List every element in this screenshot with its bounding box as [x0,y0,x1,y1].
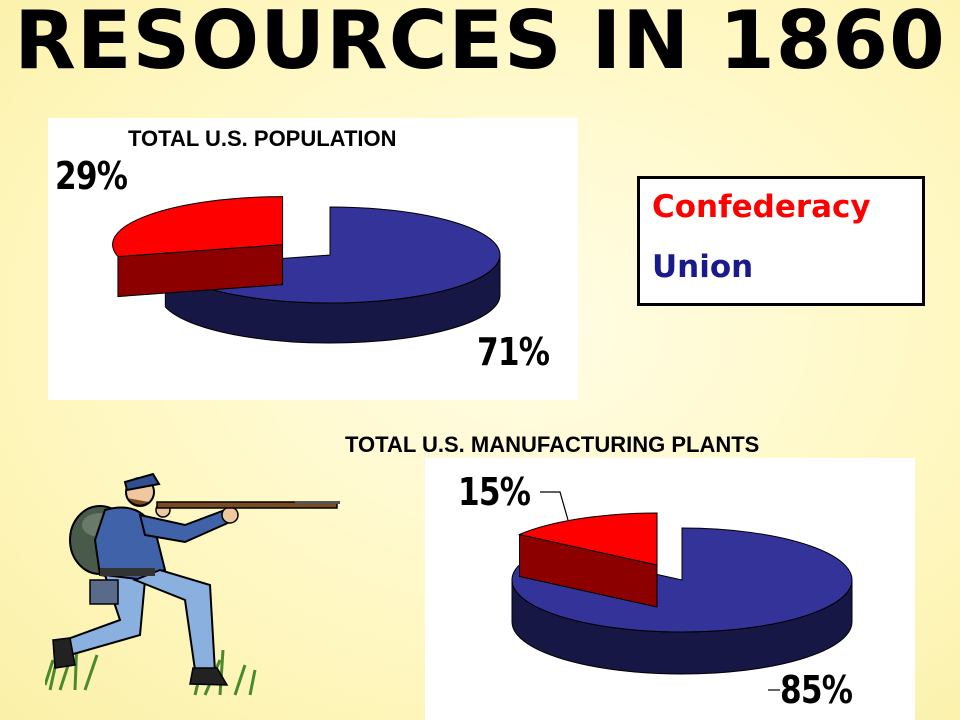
manufacturing-union-label: 85% [780,668,853,712]
population-chart-title: TOTAL U.S. POPULATION [128,126,397,151]
soldier-illustration [45,472,340,696]
legend-item-confederacy: Confederacy [652,189,871,225]
manufacturing-chart-title: TOTAL U.S. MANUFACTURING PLANTS [345,432,760,457]
manufacturing-confederacy-label: 15% [458,470,531,514]
population-union-label: 71% [477,330,550,374]
chart-legend: Confederacy Union [637,176,925,306]
pie-slice-confederacy [517,512,658,608]
population-confederacy-label: 29% [55,154,128,198]
legend-item-union: Union [652,249,754,285]
page-title: RESOURCES IN 1860 [14,0,946,87]
leader-line-confederacy [540,491,569,521]
pie-slice-confederacy [112,196,284,298]
pie-slice-union [511,527,853,675]
